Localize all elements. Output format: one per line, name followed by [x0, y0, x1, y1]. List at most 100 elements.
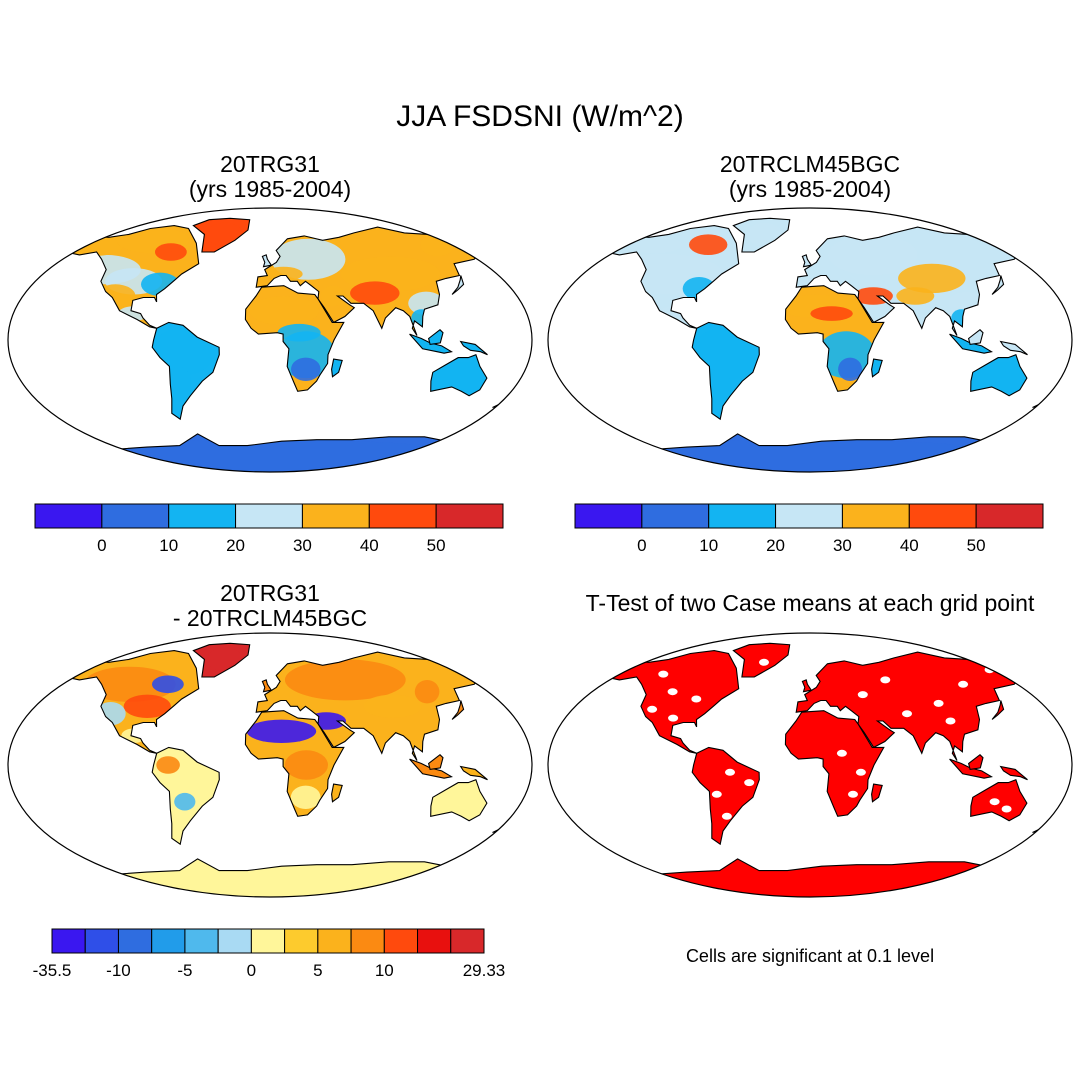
colorbar-tick-label: 30 — [292, 536, 312, 555]
region-madagascar-fill — [871, 784, 883, 802]
colorbar-swatch — [34, 503, 103, 529]
map-border — [547, 207, 1073, 473]
region-namerica-coastline — [64, 650, 200, 754]
value-patch — [810, 306, 853, 321]
region-uk-coastline — [801, 679, 813, 693]
colorbar-swatch — [101, 503, 170, 529]
not-significant-cell — [744, 779, 755, 787]
value-patch — [898, 263, 966, 294]
colorbar-swatch — [117, 928, 153, 954]
map-border — [7, 207, 533, 473]
region-samerica-coastline — [151, 746, 220, 846]
value-patch — [420, 233, 455, 257]
region-indonesia-coastline — [409, 333, 454, 354]
colorbar-swatch — [168, 503, 237, 529]
value-patch — [430, 787, 487, 817]
colorbar-tick-label: 50 — [966, 536, 986, 555]
not-significant-cell — [880, 676, 891, 684]
not-significant-cell — [721, 812, 732, 820]
value-patch — [626, 235, 683, 254]
map-case2 — [547, 207, 1073, 473]
value-patch — [896, 287, 935, 305]
region-eurasia-coastline — [795, 651, 1023, 761]
not-significant-cell — [711, 790, 722, 798]
not-significant-cell — [855, 768, 866, 776]
region-greenland-coastline — [192, 642, 251, 678]
colorbar-swatch — [908, 503, 977, 529]
value-patch — [83, 666, 176, 702]
region-africa-coastline — [244, 285, 345, 392]
region-greenland-coastline — [732, 217, 791, 253]
value-patch — [320, 285, 346, 307]
value-patch — [707, 369, 732, 405]
not-significant-cell — [667, 688, 678, 696]
region-namerica-coastline — [604, 225, 740, 329]
colorbar-swatch — [151, 928, 186, 954]
region-samerica-coastline — [691, 321, 760, 421]
colorbar-swatch — [435, 503, 504, 529]
colorbar-tick-label: 10 — [374, 961, 394, 980]
value-patch — [291, 357, 321, 381]
panel-title-ttest-line1: T-Test of two Case means at each grid po… — [585, 590, 1035, 616]
colorbar-case1 — [34, 503, 504, 529]
region-eurasia-coastline — [795, 226, 1023, 336]
value-patch — [249, 296, 320, 326]
panel-title-case1: 20TRG31 (yrs 1985-2004) — [80, 152, 460, 202]
colorbar-swatch — [317, 928, 352, 954]
region-japan-coastline — [991, 700, 1005, 720]
not-significant-cell — [958, 680, 969, 688]
region-borneo-coastline — [967, 753, 984, 771]
colorbar-swatch — [574, 503, 643, 529]
region-uk-coastline — [261, 254, 273, 268]
region-borneo-coastline — [427, 753, 444, 771]
region-australia-coastline — [430, 778, 488, 822]
colorbar-swatch — [368, 503, 437, 529]
panel-title-case2-line2: (yrs 1985-2004) — [728, 176, 892, 202]
value-patch — [363, 694, 422, 718]
not-significant-cell — [848, 790, 858, 798]
not-significant-cell — [836, 749, 847, 757]
region-greenland-coastline — [192, 217, 251, 253]
region-newguinea-coastline — [999, 340, 1028, 356]
not-significant-cell — [989, 798, 1000, 806]
colorbar-swatch — [775, 503, 843, 529]
not-significant-cell — [668, 714, 679, 722]
value-patch — [970, 362, 1027, 392]
value-patch — [123, 694, 171, 718]
region-africa-coastline — [244, 710, 345, 817]
region-madagascar-coastline — [871, 358, 883, 378]
region-uk-coastline — [801, 254, 813, 268]
value-patch — [414, 680, 440, 704]
colorbar-diff — [51, 928, 485, 954]
colorbar-swatch — [417, 928, 452, 954]
region-madagascar-coastline — [331, 358, 343, 378]
region-indonesia-coastline — [949, 333, 994, 354]
colorbar-tick-label: 0 — [246, 961, 257, 980]
region-eurasia-coastline — [255, 651, 483, 761]
colorbar-tick-label: 50 — [426, 536, 446, 555]
value-patch — [350, 281, 400, 305]
map-border — [7, 632, 533, 898]
not-significant-cell — [1001, 805, 1012, 813]
colorbar-tick-label: 29.33 — [462, 961, 506, 980]
not-significant-cell — [725, 768, 735, 776]
region-indonesia-coastline — [949, 758, 994, 779]
panel-title-case1-line1: 20TRG31 — [220, 151, 320, 177]
colorbar-swatch — [51, 928, 86, 954]
colorbar-tick-label: 30 — [832, 536, 852, 555]
colorbar-swatch — [641, 503, 710, 529]
panel-title-diff-line1: 20TRG31 — [220, 580, 320, 606]
colorbar-swatch — [84, 928, 119, 954]
region-borneo-coastline — [967, 328, 984, 346]
colorbar-tick-label: 20 — [766, 536, 786, 555]
colorbar-tick-label: -10 — [106, 961, 131, 980]
panel-title-ttest: T-Test of two Case means at each grid po… — [540, 591, 1080, 616]
value-patch — [290, 785, 321, 809]
not-significant-cell — [691, 695, 702, 703]
value-patch — [174, 792, 196, 811]
region-africa-coastline — [784, 710, 885, 817]
colorbar-swatch — [235, 503, 303, 529]
region-borneo-fill — [968, 754, 983, 770]
region-uk-coastline — [261, 679, 273, 693]
value-patch — [430, 362, 487, 392]
